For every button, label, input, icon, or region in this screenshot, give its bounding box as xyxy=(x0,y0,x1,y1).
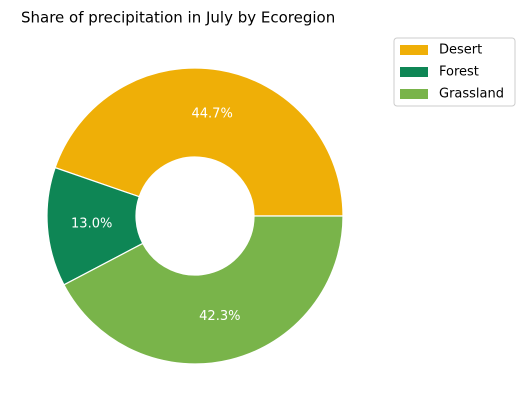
legend-swatch xyxy=(400,45,428,55)
value-label: 42.3% xyxy=(199,309,240,324)
value-label: 13.0% xyxy=(71,216,112,231)
value-label: 44.7% xyxy=(192,106,233,121)
legend-label: Forest xyxy=(439,65,479,80)
legend-swatch xyxy=(400,89,428,99)
legend: Desert Forest Grassland xyxy=(393,37,516,107)
donut-slice xyxy=(63,215,344,365)
legend-label: Desert xyxy=(439,43,482,58)
donut-slice xyxy=(54,67,344,217)
legend-swatch xyxy=(400,67,428,77)
legend-label: Grassland xyxy=(439,87,504,102)
chart-title: Share of precipitation in July by Ecoreg… xyxy=(21,9,335,27)
